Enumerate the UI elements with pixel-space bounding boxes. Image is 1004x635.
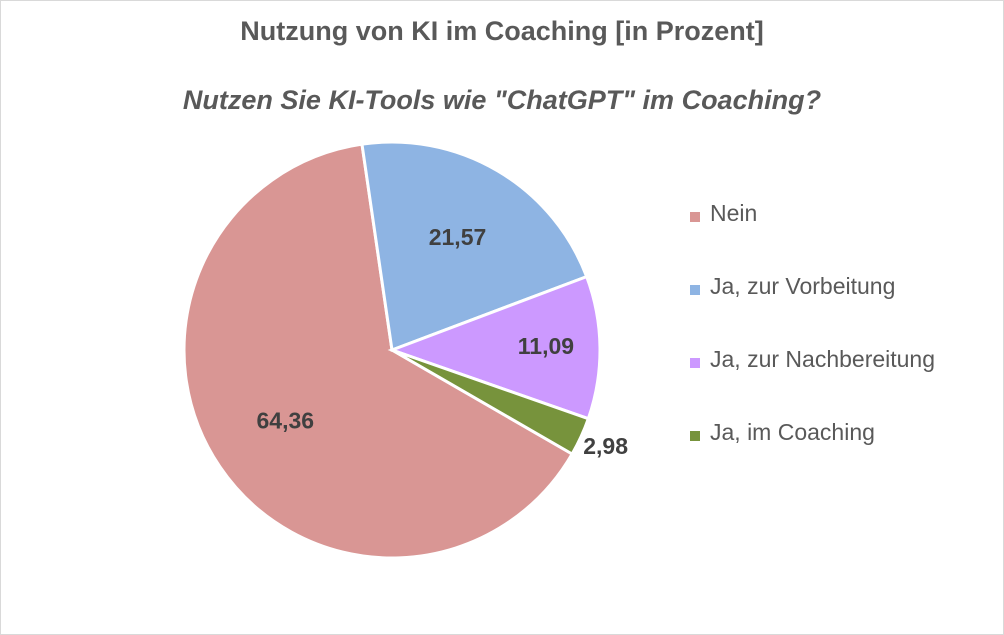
pie-slice-ja-zur-nachbereitung (387, 274, 602, 421)
legend-swatch (690, 431, 700, 441)
chart-subtitle: Nutzen Sie KI-Tools wie "ChatGPT" im Coa… (182, 85, 822, 115)
pie-slice-ja-zur-vorbeitung (360, 140, 589, 353)
data-label: 64,36 (256, 407, 314, 433)
pie-slice-nein (182, 142, 575, 560)
data-label: 2,98 (583, 433, 628, 459)
legend-label: Ja, zur Vorbeitung (710, 273, 896, 299)
data-label: 21,57 (429, 224, 487, 250)
legend-swatch (690, 358, 700, 368)
legend-swatch (690, 285, 700, 295)
chart-title: Nutzung von KI im Coaching [in Prozent] (240, 16, 764, 46)
pie-slice-ja-im-coaching (391, 348, 591, 457)
legend-swatch (690, 212, 700, 222)
legend-label: Ja, zur Nachbereitung (710, 346, 936, 372)
legend-label: Nein (710, 200, 758, 226)
data-label: 11,09 (518, 333, 574, 359)
legend-label: Ja, im Coaching (710, 419, 875, 445)
